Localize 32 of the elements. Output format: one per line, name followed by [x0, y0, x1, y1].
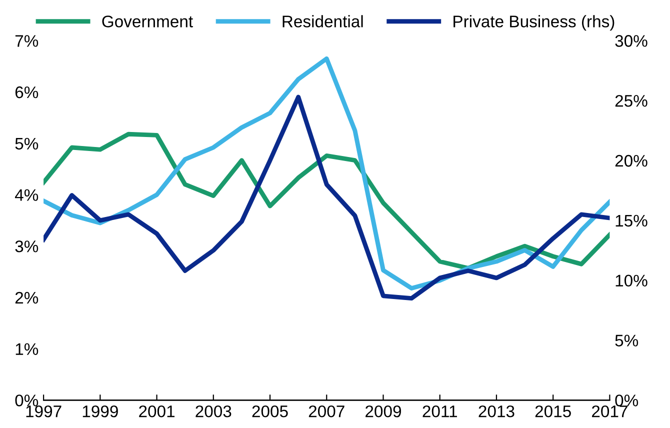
y-tick-label: 3%	[15, 240, 38, 252]
line-series	[44, 94, 610, 301]
legend-label: Government	[102, 16, 193, 28]
y-tick-label: 1%	[16, 343, 38, 355]
y-tick-label: 0%	[15, 394, 38, 406]
x-tick-label: 2015	[535, 405, 571, 418]
x-tick-label: 2011	[422, 405, 457, 418]
x-tick-label: 2013	[478, 405, 514, 418]
y2-tick-label: 10%	[616, 274, 648, 287]
legend-label: Residential	[282, 15, 363, 28]
x-tick-label: 2017	[592, 405, 628, 418]
y2-tick-label: 30%	[615, 35, 648, 47]
x-tick-label: 2003	[196, 405, 232, 418]
legend-label: Private Business (rhs)	[454, 15, 614, 31]
y2-tick-label: 20%	[615, 154, 648, 167]
y2-tick-label: 5%	[615, 334, 638, 346]
line-series	[44, 132, 610, 270]
y-tick-label: 4%	[14, 189, 38, 201]
x-tick-label: 1999	[82, 405, 118, 418]
y2-tick-label: 25%	[615, 94, 648, 107]
x-tick-label: 2001	[139, 405, 175, 418]
y-tick-label: 6%	[15, 86, 38, 98]
y2-tick-label: 15%	[616, 214, 648, 227]
y-tick-label: 7%	[15, 35, 38, 47]
x-tick-label: 1997	[26, 405, 62, 418]
line-series	[44, 56, 610, 290]
y-tick-label: 5%	[15, 138, 38, 150]
y2-tick-label: 0%	[615, 394, 638, 406]
x-tick-label: 2005	[252, 405, 288, 418]
x-tick-label: 2009	[366, 405, 401, 418]
x-tick-label: 2007	[308, 405, 344, 418]
y-tick-label: 2%	[15, 292, 38, 304]
